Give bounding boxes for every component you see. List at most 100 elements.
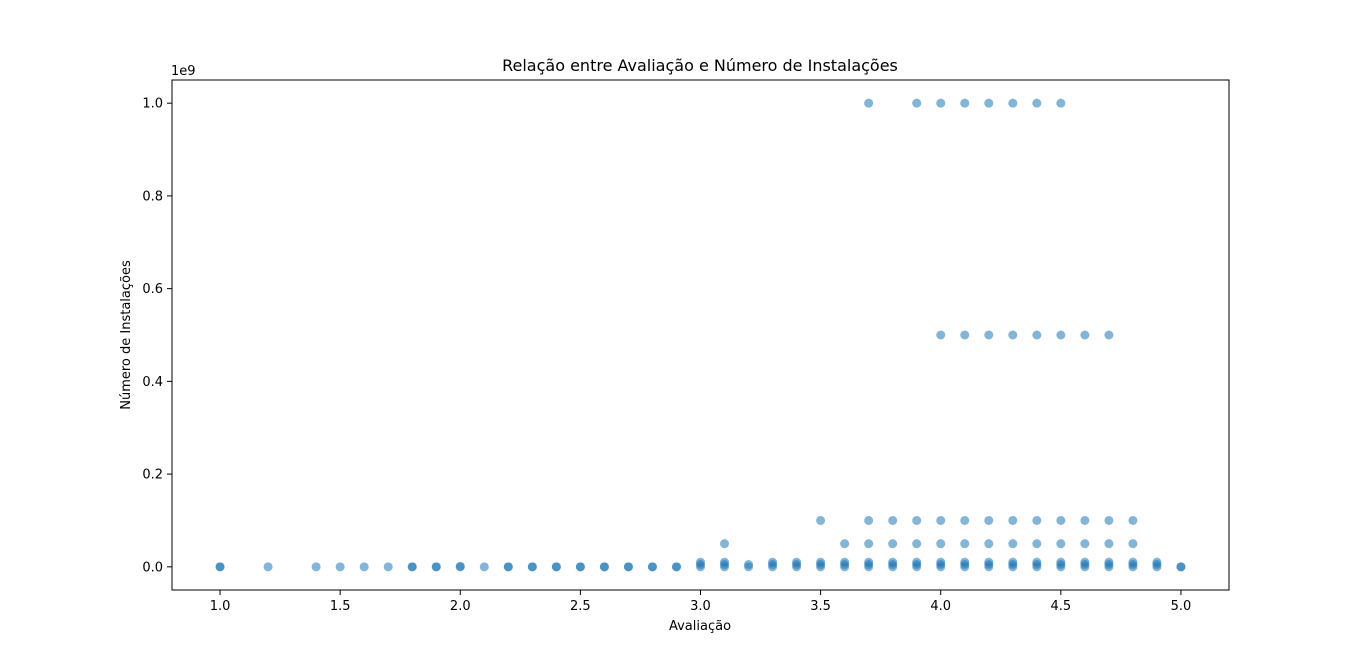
data-point-27 <box>647 562 657 572</box>
data-point-5 <box>359 562 369 572</box>
x-tick-label: 1.5 <box>330 599 351 614</box>
x-tick-label: 4.0 <box>930 599 951 614</box>
data-point-123 <box>1104 330 1114 340</box>
y-tick-label: 1.0 <box>142 97 163 112</box>
x-tick-label: 3.0 <box>690 599 711 614</box>
data-point-12 <box>455 561 465 571</box>
y-axis-ticks: 0.0 0.2 0.4 0.6 0.8 1.0 <box>142 97 172 575</box>
data-point-44 <box>792 557 802 567</box>
data-point-94 <box>1008 539 1018 549</box>
data-point-38 <box>744 560 754 569</box>
data-point-131 <box>1152 557 1162 567</box>
data-point-128 <box>1128 515 1138 525</box>
data-point-120 <box>1104 557 1114 567</box>
x-tick-label: 5.0 <box>1171 599 1192 614</box>
data-point-62 <box>888 539 898 549</box>
data-point-2 <box>263 562 273 572</box>
x-tick-label: 2.5 <box>570 599 591 614</box>
y-tick-label: 0.0 <box>142 560 163 575</box>
data-point-96 <box>1008 330 1018 340</box>
y-offset-label: 1e9 <box>171 64 196 79</box>
data-point-6 <box>383 562 393 572</box>
y-tick-label: 0.2 <box>142 468 163 483</box>
data-point-69 <box>912 98 922 108</box>
data-point-32 <box>696 557 705 567</box>
data-point-122 <box>1104 515 1114 525</box>
data-point-57 <box>864 515 874 525</box>
data-point-17 <box>527 562 537 572</box>
data-point-21 <box>575 562 585 572</box>
data-point-89 <box>984 330 994 340</box>
x-axis-label: Avaliação <box>669 619 731 634</box>
data-point-55 <box>864 557 874 567</box>
data-point-29 <box>671 562 681 572</box>
data-point-101 <box>1032 539 1042 549</box>
data-point-72 <box>936 557 946 567</box>
data-point-121 <box>1104 539 1114 549</box>
data-point-97 <box>1008 98 1018 108</box>
data-points <box>215 98 1186 572</box>
data-point-41 <box>768 557 778 567</box>
data-point-3 <box>311 562 321 572</box>
data-point-127 <box>1128 539 1138 549</box>
x-axis-ticks: 1.0 1.5 2.0 2.5 3.0 3.5 4.0 4.5 5.0 <box>210 590 1192 614</box>
data-point-35 <box>720 557 730 567</box>
data-point-111 <box>1056 98 1066 108</box>
data-point-80 <box>960 539 970 549</box>
data-point-10 <box>431 562 441 572</box>
data-point-74 <box>936 515 946 525</box>
data-point-1 <box>215 562 225 572</box>
data-point-116 <box>1080 515 1090 525</box>
y-tick-label: 0.4 <box>142 375 163 390</box>
data-point-76 <box>936 98 946 108</box>
data-point-114 <box>1080 557 1090 567</box>
data-point-8 <box>407 562 417 572</box>
data-point-58 <box>864 98 874 108</box>
data-point-110 <box>1056 330 1066 340</box>
data-point-4 <box>335 562 345 572</box>
data-point-107 <box>1056 557 1066 567</box>
data-point-61 <box>888 557 898 567</box>
y-tick-label: 0.8 <box>142 189 163 204</box>
data-point-81 <box>960 515 970 525</box>
data-point-82 <box>960 330 970 340</box>
data-point-83 <box>960 98 970 108</box>
data-point-115 <box>1080 539 1090 549</box>
data-point-51 <box>840 557 850 567</box>
data-point-36 <box>720 539 730 549</box>
data-point-73 <box>936 539 946 549</box>
data-point-48 <box>816 515 826 525</box>
data-point-47 <box>816 557 826 567</box>
data-point-90 <box>984 98 994 108</box>
data-point-103 <box>1032 330 1042 340</box>
data-point-133 <box>1176 562 1186 572</box>
data-point-117 <box>1080 330 1090 340</box>
data-point-86 <box>984 557 994 567</box>
data-point-23 <box>599 562 609 572</box>
x-tick-label: 2.0 <box>450 599 471 614</box>
data-point-68 <box>912 515 922 525</box>
chart-title: Relação entre Avaliação e Número de Inst… <box>502 56 898 75</box>
data-point-15 <box>503 562 513 572</box>
y-tick-label: 0.6 <box>142 282 163 297</box>
data-point-52 <box>840 539 850 549</box>
data-point-104 <box>1032 98 1042 108</box>
data-point-126 <box>1128 557 1138 567</box>
data-point-13 <box>479 562 489 572</box>
data-point-93 <box>1008 557 1018 567</box>
data-point-100 <box>1032 557 1042 567</box>
data-point-25 <box>623 562 633 572</box>
data-point-108 <box>1056 539 1066 549</box>
x-tick-label: 3.5 <box>810 599 831 614</box>
data-point-75 <box>936 330 946 340</box>
data-point-67 <box>912 539 922 549</box>
data-point-88 <box>984 515 994 525</box>
y-axis-label: Número de Instalações <box>119 260 134 410</box>
data-point-56 <box>864 539 874 549</box>
x-tick-label: 4.5 <box>1050 599 1071 614</box>
x-tick-label: 1.0 <box>210 599 231 614</box>
data-point-109 <box>1056 515 1066 525</box>
data-point-102 <box>1032 515 1042 525</box>
